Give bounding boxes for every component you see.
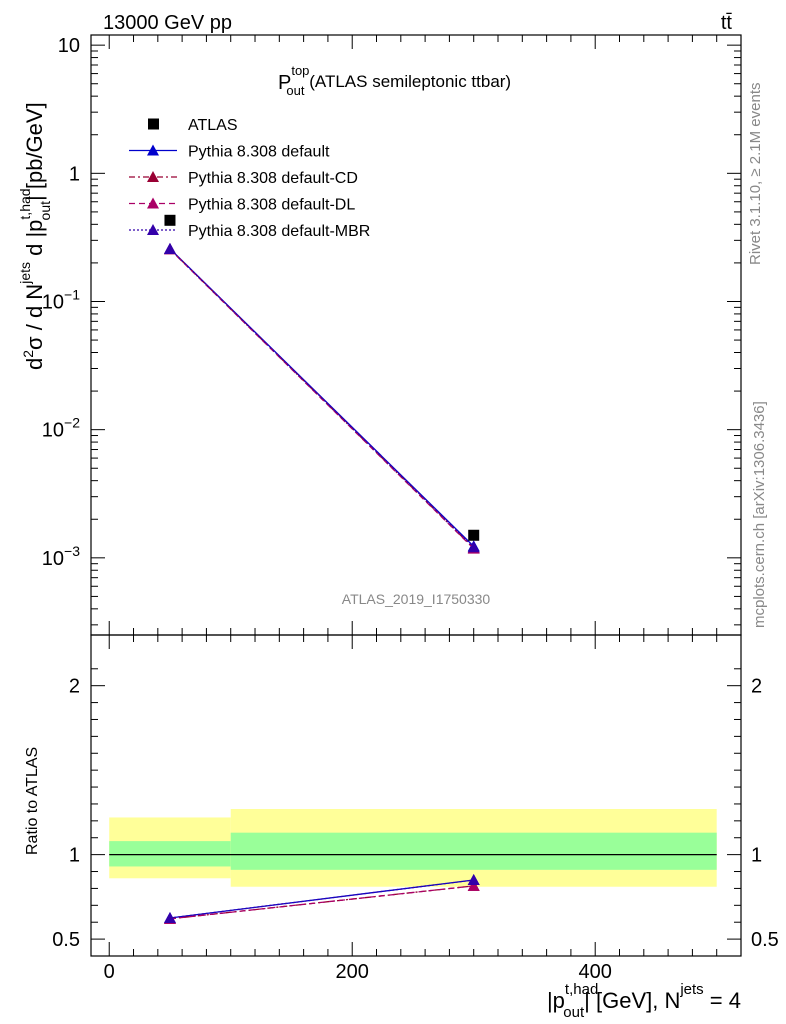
xlabel: |pt,had out| [GeV], Njets = 4: [547, 981, 741, 1021]
main-y-tick-label: 10−2: [42, 415, 80, 442]
ratio-series-3-marker: [467, 879, 480, 891]
xlabel-p: |p: [547, 988, 565, 1013]
legend-label: Pythia 8.308 default-MBR: [188, 223, 370, 240]
main-panel: [91, 35, 741, 635]
main-y-tick-label: 1: [69, 163, 80, 185]
main-ylabel-d: d: [22, 358, 47, 370]
main-ylabel-sup2: 2: [20, 350, 36, 358]
xlabel-thad: t,had: [565, 981, 598, 998]
header-energy: 13000 GeV pp: [103, 12, 232, 34]
main-y-tick-label: 10−1: [42, 286, 80, 313]
x-tick-label: 200: [336, 961, 369, 983]
xlabel-out: out: [563, 1004, 585, 1021]
legend-label: Pythia 8.308 default: [188, 144, 330, 161]
analysis-watermark: ATLAS_2019_I1750330: [342, 591, 491, 607]
ratio-series-4-marker: [163, 911, 176, 923]
plot-title: Ptop out (ATLAS semileptonic ttbar): [278, 63, 511, 98]
main-ylabel: d2σ / d Njets d |pt,had out| [pb/GeV]: [17, 102, 53, 370]
legend-marker-triangle: [147, 171, 159, 182]
main-y-tick-label: 10: [58, 35, 80, 57]
main-ylabel-out: out: [37, 201, 53, 221]
main-series-4-line: [169, 248, 475, 548]
main-ylabel-thad: t,had: [17, 188, 33, 219]
rivet-label: Rivet 3.1.10, ≥ 2.1M events: [747, 83, 764, 266]
ratio-y-tick-label-right: 0.5: [751, 929, 779, 951]
xlabel-eq: = 4: [704, 988, 741, 1013]
xlabel-jets: jets: [679, 981, 703, 998]
ratio-series-3-line: [169, 885, 474, 920]
uncertainty-band-inner: [109, 841, 231, 867]
main-series-4-marker: [163, 242, 176, 254]
main-series-4-marker: [467, 541, 480, 553]
main-series-3-line: [169, 248, 475, 550]
ratio-frame: [90, 634, 742, 957]
mcplots-label: mcplots.cern.ch [arXiv:1306.3436]: [751, 401, 768, 628]
legend-marker-triangle: [147, 144, 159, 156]
header-process: tt̄: [721, 12, 733, 34]
plot-title-rest: (ATLAS semileptonic ttbar): [305, 72, 512, 91]
legend-label: Pythia 8.308 default-DL: [188, 197, 355, 214]
main-ylabel-sigma: σ / d N: [22, 284, 47, 350]
ratio-y-tick-label-left: 0.5: [52, 929, 80, 951]
legend-label: ATLAS: [188, 117, 238, 134]
x-tick-label: 0: [104, 961, 115, 983]
ratio-ylabel: Ratio to ATLAS: [24, 747, 41, 855]
legend-marker-triangle: [147, 224, 159, 235]
main-y-tick-label: 10−3: [42, 543, 80, 570]
main-ylabel-unit: | [pb/GeV]: [22, 102, 47, 201]
plot-title-main: P: [278, 72, 291, 94]
legend-marker-square: [148, 118, 159, 130]
main-ylabel-jets: jets: [17, 262, 33, 285]
ratio-y-tick-label-left: 1: [69, 845, 80, 867]
x-tick-label: 400: [579, 961, 612, 983]
ratio-y-tick-label-right: 1: [751, 845, 762, 867]
ratio-series-4-line: [169, 879, 474, 919]
xlabel-unit: | [GeV], N: [584, 988, 680, 1013]
legend: ATLAS Pythia 8.308 default Pythia 8.308 de…: [129, 117, 370, 240]
atlas-data-point: [468, 529, 480, 541]
ratio-y-tick-label-right: 2: [751, 676, 762, 698]
legend-marker-triangle: [147, 197, 159, 209]
atlas-data-point: [164, 214, 176, 226]
plot-title-sup: top: [291, 63, 309, 78]
ratio-panel: [91, 635, 741, 956]
ratio-y-tick-label-left: 2: [69, 676, 80, 698]
plot-title-sub: out: [286, 83, 304, 98]
main-ylabel-p: d |p: [22, 220, 47, 262]
ratio-series-4-marker: [467, 873, 480, 885]
legend-label: Pythia 8.308 default-CD: [188, 170, 358, 187]
uncertainty-band-inner: [230, 832, 717, 870]
